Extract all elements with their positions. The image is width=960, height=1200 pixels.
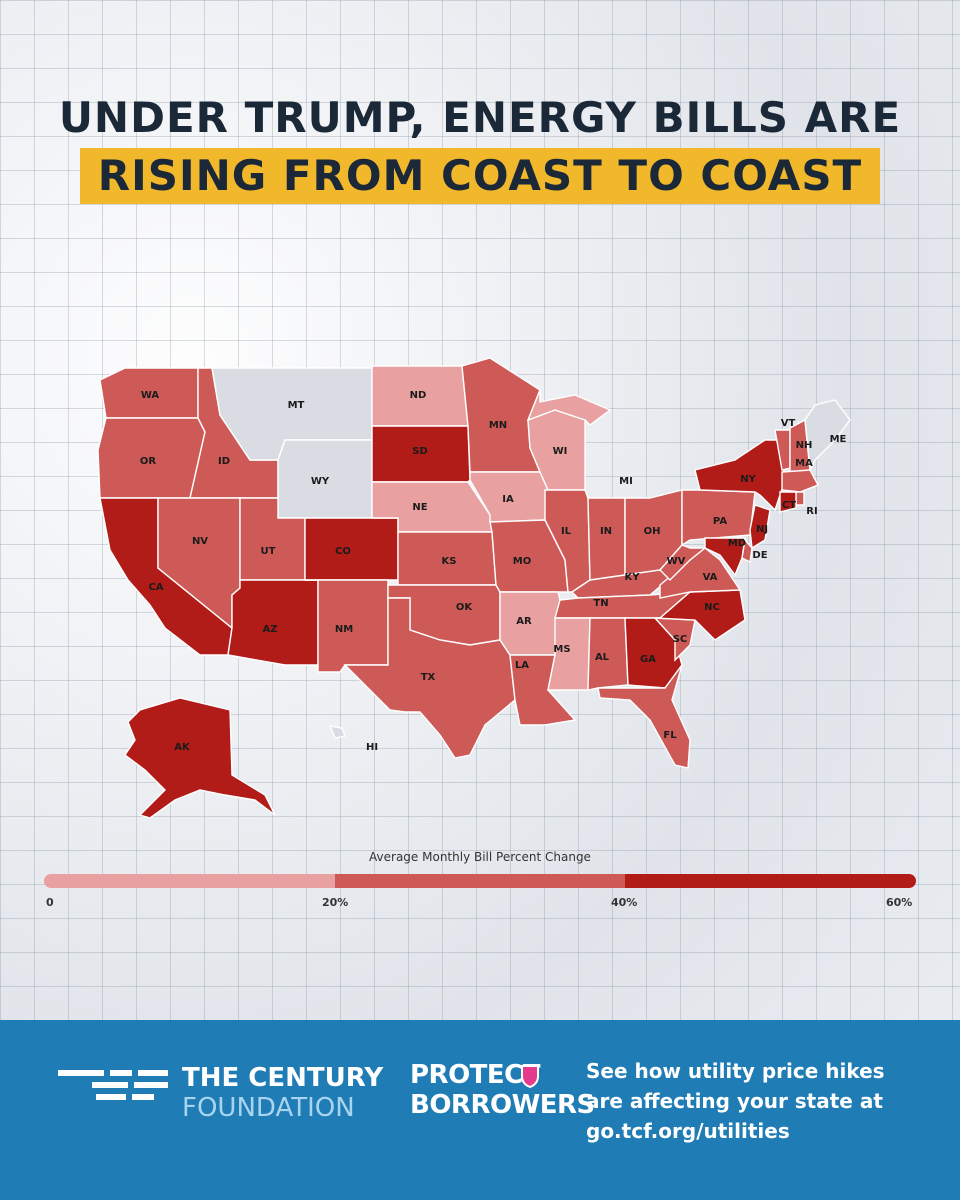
label-nv: NV (192, 536, 208, 547)
label-mo: MO (513, 556, 531, 567)
label-ma: MA (795, 458, 813, 469)
state-al (587, 617, 629, 691)
headline-line-2-highlighted: RISING FROM COAST TO COAST (79, 148, 881, 204)
state-ak (124, 697, 276, 819)
footer-banner: THE CENTURY FOUNDATION PROTECT BORROWERS… (0, 1020, 960, 1200)
label-ne: NE (412, 502, 427, 513)
legend-scale-bar (44, 874, 916, 888)
label-fl: FL (663, 730, 677, 741)
label-wv: WV (667, 556, 686, 567)
state-md (704, 537, 746, 577)
state-nc (654, 589, 746, 641)
label-ny: NY (740, 474, 756, 485)
label-hi: HI (366, 742, 378, 753)
label-tx: TX (421, 672, 436, 683)
legend-tick-20: 20% (322, 896, 349, 909)
legend-tick-60: 60% (886, 896, 913, 909)
label-mt: MT (288, 400, 305, 411)
label-wi: WI (553, 446, 568, 457)
label-pa: PA (713, 516, 727, 527)
legend-title: Average Monthly Bill Percent Change (369, 850, 591, 864)
legend-tick-0: 0 (46, 896, 54, 909)
label-oh: OH (644, 526, 661, 537)
label-in: IN (600, 526, 612, 537)
label-me: ME (830, 434, 847, 445)
state-tx (343, 597, 516, 759)
state-mn (461, 357, 542, 473)
org-subtitle: FOUNDATION (182, 1093, 355, 1123)
headline: UNDER TRUMP, ENERGY BILLS ARE RISING FRO… (0, 92, 960, 204)
label-la: LA (515, 660, 529, 671)
state-hi (328, 725, 346, 739)
shield-icon (521, 1065, 539, 1088)
label-al: AL (595, 652, 610, 663)
label-id: ID (218, 456, 230, 467)
us-energy-bill-map: WA OR CA ID NV MT WY UT AZ CO NM ND SD N… (97, 357, 851, 819)
label-nd: ND (410, 390, 427, 401)
label-mi: MI (619, 476, 633, 487)
label-ky: KY (625, 572, 641, 583)
state-in (587, 497, 626, 581)
legend-tick-40: 40% (611, 896, 638, 909)
label-co: CO (335, 546, 351, 557)
label-ut: UT (261, 546, 276, 557)
state-ma (781, 469, 819, 493)
label-il: IL (561, 526, 572, 537)
state-mi (526, 389, 612, 426)
label-ga: GA (640, 654, 656, 665)
label-md: MD (728, 538, 746, 549)
cta-text[interactable]: See how utility price hikes are affectin… (586, 1059, 885, 1143)
label-tn: TN (593, 598, 608, 609)
label-ct: CT (782, 500, 796, 511)
org-name: THE CENTURY (182, 1063, 384, 1093)
label-ak: AK (174, 742, 191, 753)
label-nj: NJ (756, 524, 768, 535)
label-az: AZ (263, 624, 278, 635)
label-sc: SC (673, 634, 688, 645)
century-foundation-logo-icon (58, 1070, 168, 1120)
legend-band-high (625, 874, 916, 888)
state-az (227, 579, 319, 666)
label-nc: NC (704, 602, 720, 613)
label-ar: AR (516, 616, 532, 627)
headline-line-1: UNDER TRUMP, ENERGY BILLS ARE (58, 93, 902, 142)
legend-band-low (44, 874, 335, 888)
state-nj (749, 504, 771, 550)
state-me (804, 399, 851, 473)
legend-band-mid (334, 874, 626, 888)
state-ms (547, 617, 591, 691)
state-fl (597, 664, 691, 769)
label-ks: KS (442, 556, 457, 567)
label-mn: MN (489, 420, 507, 431)
partner-line-2: BORROWERS (410, 1090, 595, 1120)
label-de: DE (752, 550, 767, 561)
state-ct (779, 491, 797, 513)
label-ok: OK (456, 602, 474, 613)
protect-borrowers-logo: PROTECT BORROWERS (410, 1060, 595, 1120)
state-co (304, 517, 399, 581)
label-va: VA (703, 572, 718, 583)
label-or: OR (140, 456, 157, 467)
label-vt: VT (781, 418, 796, 429)
label-ca: CA (148, 582, 163, 593)
label-ia: IA (502, 494, 514, 505)
label-wa: WA (141, 390, 160, 401)
label-nm: NM (335, 624, 353, 635)
label-wy: WY (311, 476, 330, 487)
state-sd (371, 425, 471, 483)
label-nh: NH (796, 440, 813, 451)
partner-line-1: PROTECT (410, 1060, 540, 1090)
label-sd: SD (412, 446, 428, 457)
state-ri (795, 491, 805, 506)
label-ri: RI (806, 506, 817, 517)
label-ms: MS (553, 644, 570, 655)
